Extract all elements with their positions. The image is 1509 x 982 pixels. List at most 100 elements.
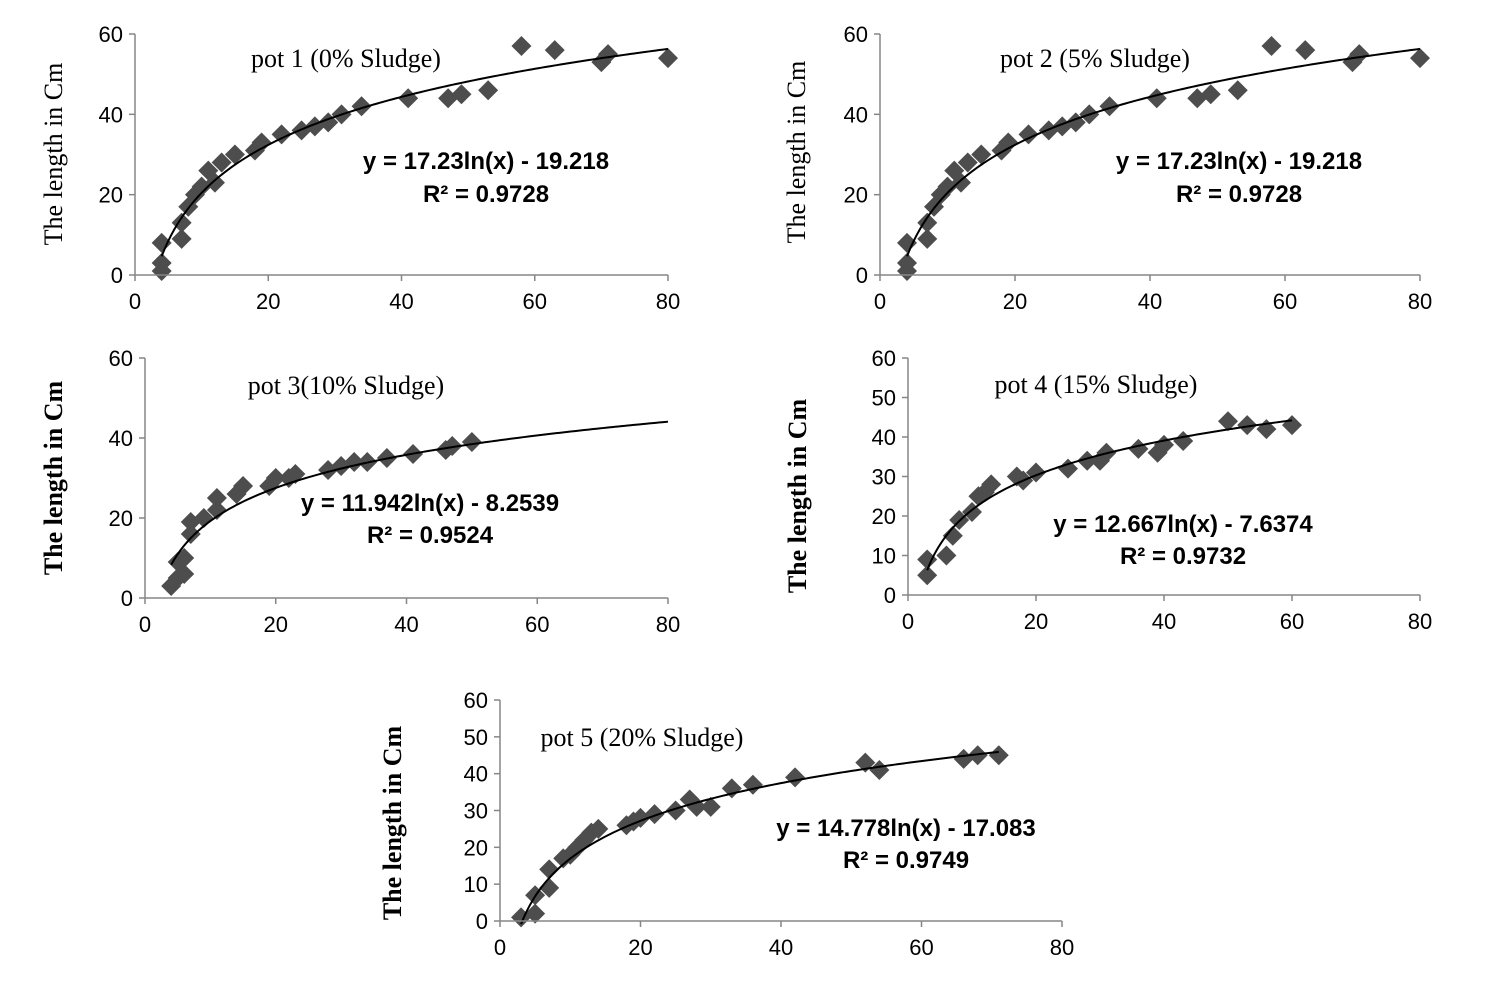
x-tick-label: 60 [525,612,549,637]
data-point [644,804,665,825]
x-tick-label: 40 [1152,609,1176,634]
data-point [1295,40,1316,61]
data-point [598,44,619,65]
trend-equation: y = 17.23ln(x) - 19.218 [1116,148,1362,175]
y-tick-label: 40 [109,426,133,451]
trend-equation: y = 11.942ln(x) - 8.2539 [301,490,559,517]
panel-title: pot 1 (0% Sludge) [251,44,441,73]
y-tick-label: 0 [111,263,123,288]
data-point [1261,36,1282,57]
data-point [1227,80,1248,101]
x-tick-label: 20 [264,612,288,637]
panel-title: pot 4 (15% Sludge) [995,370,1198,399]
y-tick-label: 40 [872,425,896,450]
y-tick-label: 40 [844,102,868,127]
x-tick-label: 80 [656,289,680,314]
data-point [951,172,971,193]
data-point [988,745,1009,766]
data-point [942,525,963,546]
data-point [1200,84,1221,105]
data-point [917,228,938,249]
tick-marks [129,33,669,281]
data-point [1099,96,1120,117]
x-tick-label: 20 [256,289,280,314]
x-tick-label: 40 [389,289,413,314]
data-point [478,80,499,101]
data-point [151,252,172,273]
data-point [1128,438,1149,459]
trendline [906,47,1421,257]
y-tick-label: 0 [884,583,896,608]
y-tick-label: 0 [121,586,133,611]
data-point [1349,44,1370,65]
r-squared: R² = 0.9728 [1176,181,1302,208]
y-tick-label: 20 [844,183,868,208]
x-tick-label: 60 [1273,289,1297,314]
data-point [211,152,232,173]
y-tick-label: 40 [464,762,488,787]
y-axis-label: The length in Cm [378,726,407,921]
y-axis-label: The length in Cm [39,381,68,576]
trend-equation: y = 17.23ln(x) - 19.218 [363,148,609,175]
data-point [442,436,463,456]
data-point [451,84,472,105]
x-tick-label: 20 [1024,609,1048,634]
data-point [271,124,292,145]
y-tick-label: 20 [464,835,488,860]
tick-marks [874,33,1421,281]
y-axis-label: The length in Cm [782,61,811,244]
data-point [224,144,245,165]
x-tick-label: 0 [902,609,914,634]
data-point [544,40,565,61]
data-point [1006,466,1027,487]
data-point [1077,450,1098,471]
x-tick-label: 0 [874,289,886,314]
r-squared: R² = 0.9524 [367,522,494,549]
panel-title: pot 5 (20% Sludge) [541,723,744,752]
trendline [160,47,669,257]
data-point [206,500,227,520]
chart-panel-pot2: The length in Cm pot 2 (5% Sludge) y = 1… [782,22,1432,314]
data-markers [917,411,1302,586]
x-tick-label: 0 [494,935,506,960]
x-tick-label: 0 [129,289,141,314]
data-point [251,132,272,153]
y-tick-label: 30 [872,465,896,490]
data-point [233,476,254,496]
y-tick-label: 20 [99,183,123,208]
data-point [785,767,806,788]
data-point [180,524,201,544]
data-point [967,745,988,766]
y-tick-label: 50 [464,725,488,750]
data-point [998,132,1019,153]
panel-title: pot 3(10% Sludge) [248,371,444,400]
data-point [151,232,172,253]
y-tick-label: 10 [872,544,896,569]
data-point [1282,415,1302,436]
data-point [539,859,560,880]
x-tick-label: 40 [769,935,793,960]
data-point [957,152,978,173]
data-point [525,903,546,924]
data-point [917,212,938,233]
trendline [520,750,999,925]
panel-title: pot 2 (5% Sludge) [1000,44,1190,73]
x-tick-label: 80 [1408,609,1432,634]
data-point [700,796,721,817]
data-point [1410,48,1430,69]
x-tick-label: 60 [1280,609,1304,634]
data-point [917,549,938,570]
x-tick-label: 60 [909,935,933,960]
data-point [971,144,992,165]
y-tick-label: 20 [872,504,896,529]
y-tick-label: 50 [872,386,896,411]
trendline [170,420,669,566]
tick-marks [139,357,669,604]
data-point [265,468,286,488]
x-tick-label: 60 [523,289,547,314]
data-point [398,88,419,109]
data-point [936,545,957,566]
data-point [1146,88,1167,109]
data-point [665,800,686,821]
